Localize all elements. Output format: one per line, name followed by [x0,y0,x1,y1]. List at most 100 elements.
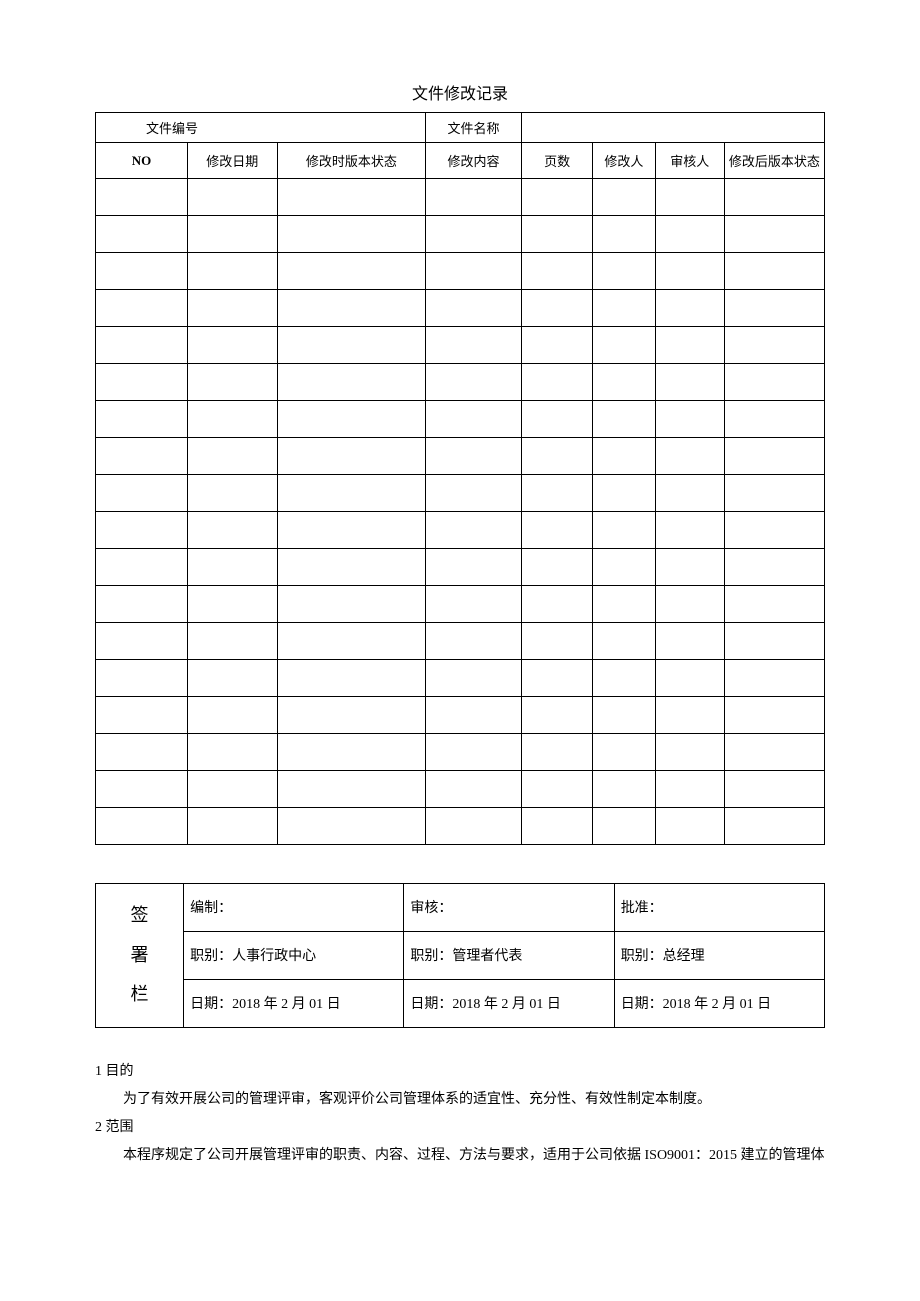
table-cell [187,771,277,808]
table-cell [522,512,593,549]
col-no: NO [96,143,188,179]
table-cell [277,216,425,253]
table-cell [593,771,656,808]
table-row [96,327,825,364]
col-date: 修改日期 [187,143,277,179]
table-cell [96,586,188,623]
table-cell [96,660,188,697]
table-row [96,216,825,253]
table-cell [724,734,824,771]
table-cell [593,290,656,327]
table-cell [187,253,277,290]
table-cell [96,512,188,549]
table-row [96,475,825,512]
table-cell [522,734,593,771]
sign-table: 签署栏 编制： 审核： 批准： 职别：人事行政中心 职别：管理者代表 职别：总经… [95,883,825,1028]
file-name-label: 文件名称 [426,113,522,143]
section-2-heading: 2 范围 [95,1114,825,1142]
sign-row-2: 职别：人事行政中心 职别：管理者代表 职别：总经理 [96,931,825,979]
table-cell [593,697,656,734]
table-cell [655,549,724,586]
table-row [96,697,825,734]
table-cell [277,253,425,290]
table-cell [655,438,724,475]
table-cell [724,179,824,216]
table-cell [426,586,522,623]
table-cell [187,290,277,327]
table-cell [426,216,522,253]
table-cell [655,290,724,327]
table-cell [426,512,522,549]
table-cell [426,549,522,586]
sign-role-1: 职别：人事行政中心 [184,931,404,979]
table-cell [426,697,522,734]
section-1-text: 为了有效开展公司的管理评审，客观评价公司管理体系的适宜性、充分性、有效性制定本制… [95,1086,825,1114]
table-cell [426,660,522,697]
col-reviewer: 审核人 [655,143,724,179]
record-header-row-2: NO 修改日期 修改时版本状态 修改内容 页数 修改人 审核人 修改后版本状态 [96,143,825,179]
table-cell [187,364,277,401]
table-cell [724,549,824,586]
col-ver-before: 修改时版本状态 [277,143,425,179]
table-row [96,734,825,771]
table-cell [426,290,522,327]
table-cell [522,697,593,734]
table-cell [277,475,425,512]
table-cell [187,512,277,549]
table-cell [724,401,824,438]
table-cell [655,808,724,845]
table-cell [522,216,593,253]
table-cell [187,734,277,771]
table-cell [593,438,656,475]
sign-prepared-by: 编制： [184,884,404,932]
table-cell [187,808,277,845]
table-cell [426,327,522,364]
table-cell [277,623,425,660]
table-row [96,660,825,697]
table-cell [522,771,593,808]
table-cell [724,808,824,845]
table-cell [187,216,277,253]
table-cell [655,771,724,808]
file-name-value [522,113,825,143]
table-cell [522,623,593,660]
sign-vertical-label: 签署栏 [96,884,184,1028]
table-cell [187,586,277,623]
table-cell [522,179,593,216]
table-cell [593,253,656,290]
col-pages: 页数 [522,143,593,179]
table-row [96,586,825,623]
table-cell [724,623,824,660]
table-cell [96,734,188,771]
table-cell [96,623,188,660]
table-cell [593,216,656,253]
table-cell [187,623,277,660]
table-row [96,512,825,549]
table-cell [96,697,188,734]
table-cell [426,734,522,771]
table-cell [655,660,724,697]
section-1-heading: 1 目的 [95,1058,825,1086]
table-cell [277,697,425,734]
table-cell [426,808,522,845]
table-cell [724,697,824,734]
table-cell [522,475,593,512]
table-cell [655,512,724,549]
table-cell [277,660,425,697]
table-cell [187,327,277,364]
table-row [96,290,825,327]
table-cell [187,697,277,734]
table-cell [277,586,425,623]
table-cell [522,660,593,697]
record-table: 文件编号 文件名称 NO 修改日期 修改时版本状态 修改内容 页数 修改人 审核… [95,112,825,845]
table-cell [187,179,277,216]
table-cell [426,401,522,438]
table-cell [277,438,425,475]
table-cell [655,327,724,364]
table-cell [655,475,724,512]
table-cell [96,179,188,216]
table-row [96,438,825,475]
file-no-label: 文件编号 [96,113,426,143]
section-2-text: 本程序规定了公司开展管理评审的职责、内容、过程、方法与要求，适用于公司依据 IS… [95,1142,825,1170]
table-cell [724,771,824,808]
